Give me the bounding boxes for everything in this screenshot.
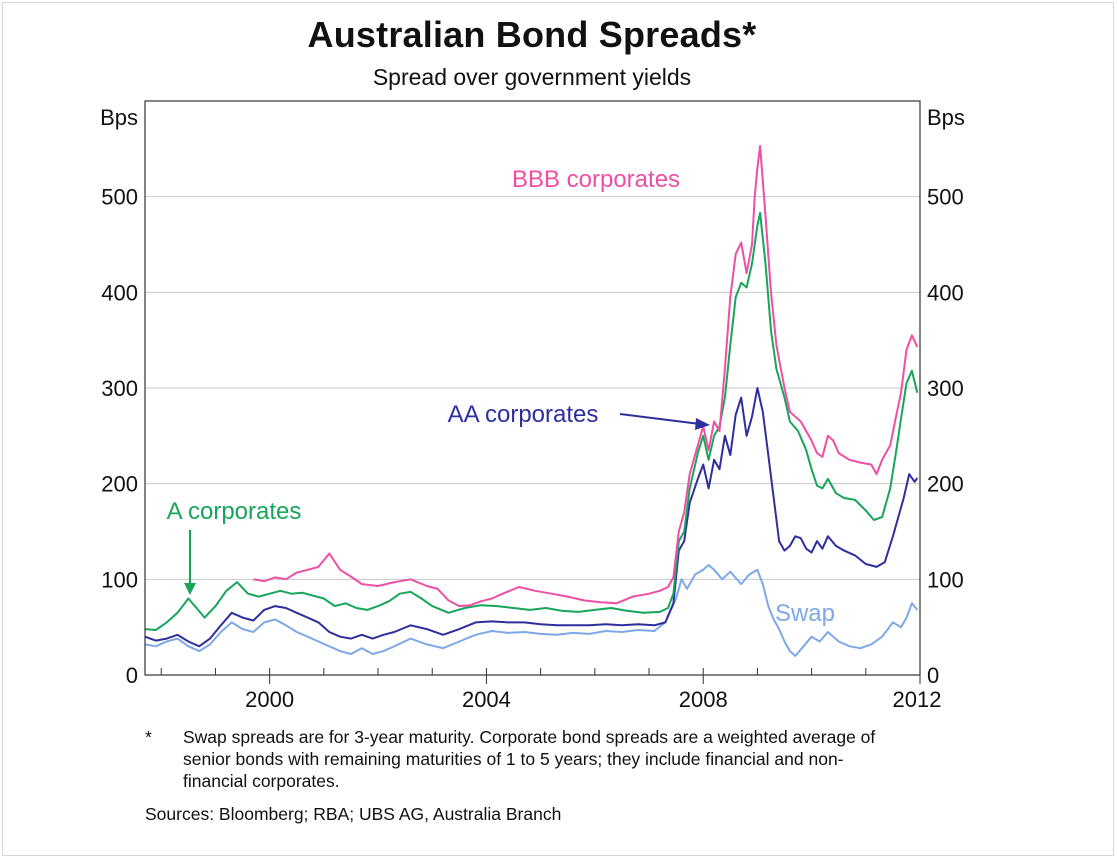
bond-spreads-chart: 0 0 100 100 200 200 300 300 400 400 500 500 Bps Bps 20… [100,100,965,712]
y-tick-label-right-0: 0 [927,663,939,688]
x-tick-label-2004: 2004 [462,687,511,712]
series-line-aa-corporates [144,387,919,648]
y-tick-label-left-500: 500 [101,185,138,210]
y-tick-label-right-300: 300 [927,376,964,401]
y-tick-label-left-200: 200 [101,472,138,497]
chart-title: Australian Bond Spreads* [307,14,757,55]
axis-labels: 0 0 100 100 200 200 300 300 400 400 500 500 Bps Bps 20… [100,105,965,712]
annotation-aa-corporates: AA corporates [448,401,599,428]
series-line-a-corporates [144,211,919,631]
annotation-swap: Swap [775,600,835,627]
annotation-bbb-corporates: BBB corporates [512,166,680,193]
series-lines [144,145,919,657]
y-axis-unit-right: Bps [927,105,965,130]
series-line-bbb-corporates [253,145,919,608]
y-tick-label-right-100: 100 [927,567,964,592]
x-tick-label-2012: 2012 [893,687,942,712]
arrowhead-aa-corporates [695,418,710,430]
axis-ticks [160,668,921,684]
y-tick-label-left-300: 300 [101,376,138,401]
plot-border [144,100,921,676]
y-tick-label-left-400: 400 [101,280,138,305]
x-tick-label-2008: 2008 [679,687,728,712]
footnote-marker: * [145,727,152,747]
annotations: BBB corporates A corporates AA corporates S… [167,166,835,627]
y-tick-label-left-0: 0 [126,663,138,688]
y-tick-label-left-100: 100 [101,567,138,592]
y-tick-label-right-200: 200 [927,472,964,497]
y-tick-label-right-400: 400 [927,280,964,305]
chart-subtitle: Spread over government yields [372,64,692,90]
arrowhead-a-corporates [184,583,196,595]
y-axis-unit-left: Bps [100,105,138,130]
footnote-text: Swap spreads are for 3-year maturity. Co… [183,727,876,791]
y-tick-label-right-500: 500 [927,185,964,210]
annotation-a-corporates: A corporates [167,498,302,525]
gridlines [145,196,920,580]
arrow-aa-corporates [619,413,701,425]
series-line-swap [144,564,919,657]
sources-note: Sources: Bloomberg; RBA; UBS AG, Austral… [145,804,562,824]
x-tick-label-2000: 2000 [245,687,294,712]
